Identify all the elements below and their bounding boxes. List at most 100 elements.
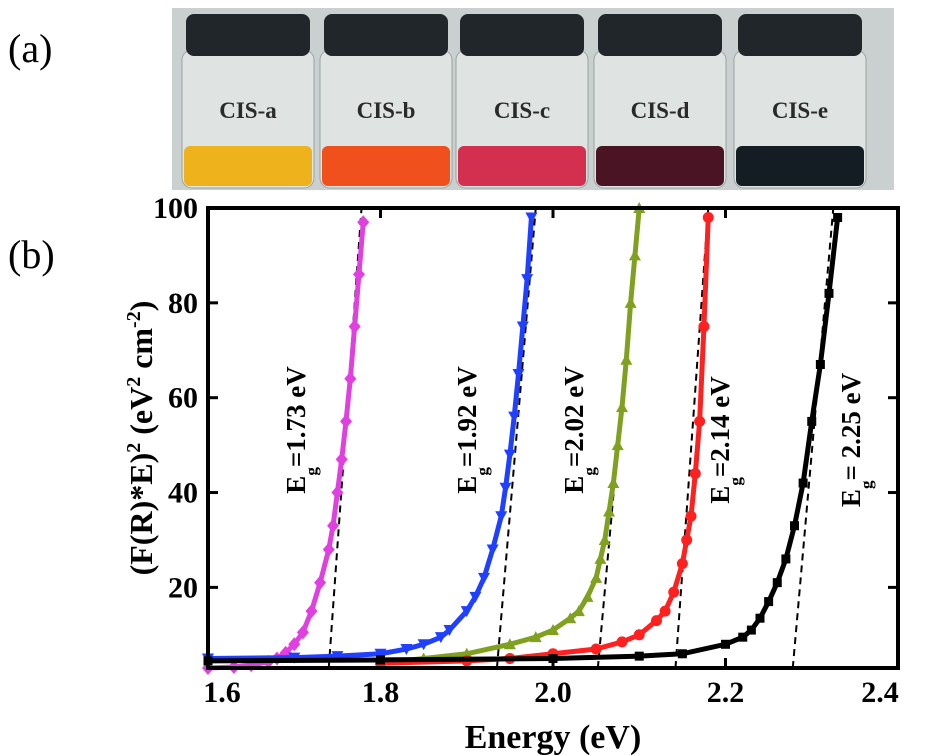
data-point — [685, 510, 697, 522]
data-point — [547, 624, 559, 636]
y-axis-label: (F(R)*E)2 (eV2 cm-2) — [123, 301, 159, 576]
y-tick-label: 40 — [168, 477, 198, 510]
data-point — [581, 590, 594, 602]
y-axis-label-part: (eV — [123, 387, 159, 443]
data-point — [611, 439, 624, 451]
data-point — [607, 477, 620, 489]
data-point — [340, 414, 352, 429]
vial-label: CIS-b — [357, 98, 416, 123]
data-point — [746, 625, 756, 635]
data-point — [521, 274, 534, 286]
eg-annotation: Eg=2.14 eV — [705, 376, 745, 504]
photo: CIS-a CIS-b CIS-c CIS-d CIS-e — [172, 8, 894, 190]
data-point — [572, 605, 585, 617]
y-axis-label-part: -2 — [123, 311, 145, 328]
data-point — [807, 416, 817, 426]
data-point — [689, 468, 701, 480]
data-point — [322, 542, 335, 557]
data-point — [503, 449, 516, 461]
y-tick-label: 60 — [168, 382, 198, 415]
data-point — [702, 211, 714, 223]
data-point — [676, 558, 688, 570]
data-point — [460, 647, 473, 659]
vial-label: CIS-a — [219, 98, 277, 123]
eg-annotation: Eg=1.73 eV — [281, 366, 321, 494]
data-point — [603, 505, 616, 517]
y-tick-label: 20 — [168, 571, 198, 604]
y-tick-label: 100 — [153, 192, 198, 225]
fit-line — [791, 207, 835, 669]
data-point — [634, 651, 644, 661]
eg-subscript: g — [857, 480, 876, 489]
data-point — [721, 639, 730, 649]
panel-label: (b) — [8, 232, 55, 277]
data-point — [495, 511, 508, 523]
vial-liquid — [322, 146, 450, 186]
vial-liquid — [184, 146, 312, 186]
data-point — [486, 544, 499, 556]
data-point — [508, 411, 521, 423]
data-point — [738, 632, 748, 642]
eg-annotation: Eg=1.92 eV — [452, 366, 492, 494]
plot-frame — [206, 206, 900, 670]
eg-value: =2.02 eV — [559, 366, 589, 467]
eg-subscript: g — [726, 477, 745, 486]
eg-symbol: E — [281, 476, 311, 494]
data-point — [598, 533, 611, 545]
vial-cap — [738, 14, 862, 56]
data-point — [781, 554, 791, 564]
eg-subscript: g — [302, 467, 321, 476]
data-point — [628, 249, 641, 261]
vial-cap — [598, 14, 722, 56]
vial-cap — [186, 14, 310, 56]
y-tick-label: 80 — [168, 287, 198, 320]
x-axis-label: Energy (eV) — [465, 719, 642, 755]
x-tick-label: 2.2 — [707, 676, 745, 709]
data-point — [305, 604, 318, 619]
data-point — [525, 212, 538, 224]
vial-label: CIS-d — [631, 98, 690, 123]
data-point — [352, 267, 365, 282]
eg-symbol: E — [452, 476, 482, 494]
series-line — [207, 217, 534, 662]
vial-liquid — [736, 146, 864, 186]
data-point — [335, 452, 348, 467]
y-axis-label-part: (F(R)*E) — [123, 453, 159, 576]
x-tick-label: 2.0 — [534, 676, 572, 709]
data-point — [503, 638, 516, 650]
data-point — [694, 415, 706, 427]
x-tick-label: 2.4 — [861, 676, 899, 709]
data-point — [755, 613, 765, 623]
data-point — [529, 631, 542, 643]
data-point — [434, 632, 447, 644]
y-axis-label-part: cm — [123, 328, 159, 377]
data-point — [400, 644, 413, 656]
data-point — [288, 637, 301, 652]
data-point — [594, 552, 607, 564]
data-point — [331, 485, 344, 500]
vial-liquid — [458, 146, 586, 186]
data-point — [833, 212, 843, 222]
data-point — [331, 651, 344, 663]
data-point — [564, 612, 577, 624]
series-line — [207, 217, 841, 664]
data-point — [764, 597, 774, 607]
eg-subscript: g — [473, 467, 492, 476]
data-point — [443, 625, 456, 637]
data-point — [651, 615, 662, 627]
eg-subscript: g — [580, 467, 599, 476]
data-point — [590, 571, 603, 583]
data-point — [624, 296, 637, 308]
data-point — [327, 518, 340, 533]
eg-annotation: Eg=2.02 eV — [559, 366, 599, 494]
data-point — [677, 649, 687, 659]
data-point — [314, 575, 327, 590]
eg-symbol: E — [836, 489, 866, 507]
data-point — [698, 321, 710, 333]
data-point — [681, 534, 693, 546]
data-point — [815, 359, 825, 369]
series-line — [380, 207, 642, 666]
y-axis-label-part: ) — [123, 301, 159, 312]
data-point — [772, 578, 782, 588]
